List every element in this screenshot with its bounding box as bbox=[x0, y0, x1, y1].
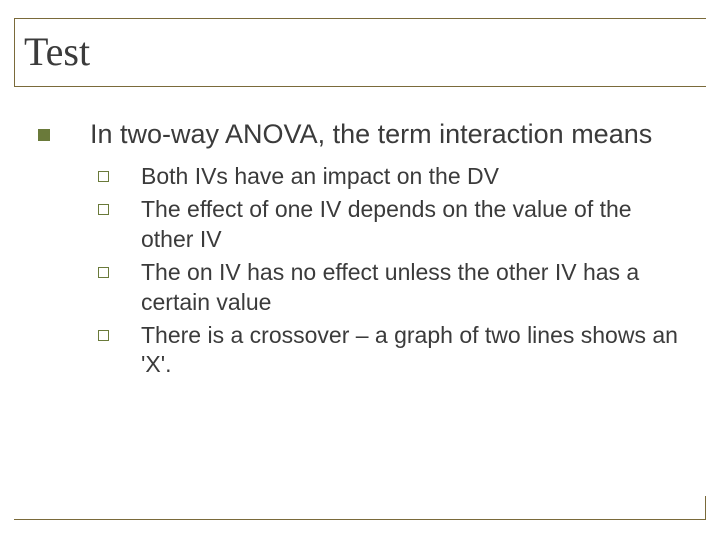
bullet-level2: The effect of one IV depends on the valu… bbox=[98, 195, 690, 254]
bullet-level1: In two-way ANOVA, the term interaction m… bbox=[38, 118, 690, 152]
level1-text: In two-way ANOVA, the term interaction m… bbox=[90, 118, 652, 152]
bullet-level2: The on IV has no effect unless the other… bbox=[98, 258, 690, 317]
level2-text: Both IVs have an impact on the DV bbox=[141, 162, 499, 191]
bottom-right-tick bbox=[705, 496, 706, 520]
square-bullet-icon bbox=[38, 129, 50, 141]
bullet-level2: Both IVs have an impact on the DV bbox=[98, 162, 690, 191]
outline-square-bullet-icon bbox=[98, 330, 109, 341]
bottom-border bbox=[14, 519, 706, 520]
top-border bbox=[14, 18, 706, 19]
outline-square-bullet-icon bbox=[98, 267, 109, 278]
level2-text: The on IV has no effect unless the other… bbox=[141, 258, 690, 317]
content-area: In two-way ANOVA, the term interaction m… bbox=[38, 118, 690, 384]
bullet-level2: There is a crossover – a graph of two li… bbox=[98, 321, 690, 380]
outline-square-bullet-icon bbox=[98, 204, 109, 215]
outline-square-bullet-icon bbox=[98, 171, 109, 182]
title-left-tick bbox=[14, 18, 15, 86]
slide-title: Test bbox=[24, 28, 90, 75]
title-underline bbox=[14, 86, 706, 87]
sub-bullet-list: Both IVs have an impact on the DV The ef… bbox=[98, 162, 690, 380]
slide-container: Test In two-way ANOVA, the term interact… bbox=[0, 0, 720, 540]
level2-text: The effect of one IV depends on the valu… bbox=[141, 195, 690, 254]
level2-text: There is a crossover – a graph of two li… bbox=[141, 321, 690, 380]
